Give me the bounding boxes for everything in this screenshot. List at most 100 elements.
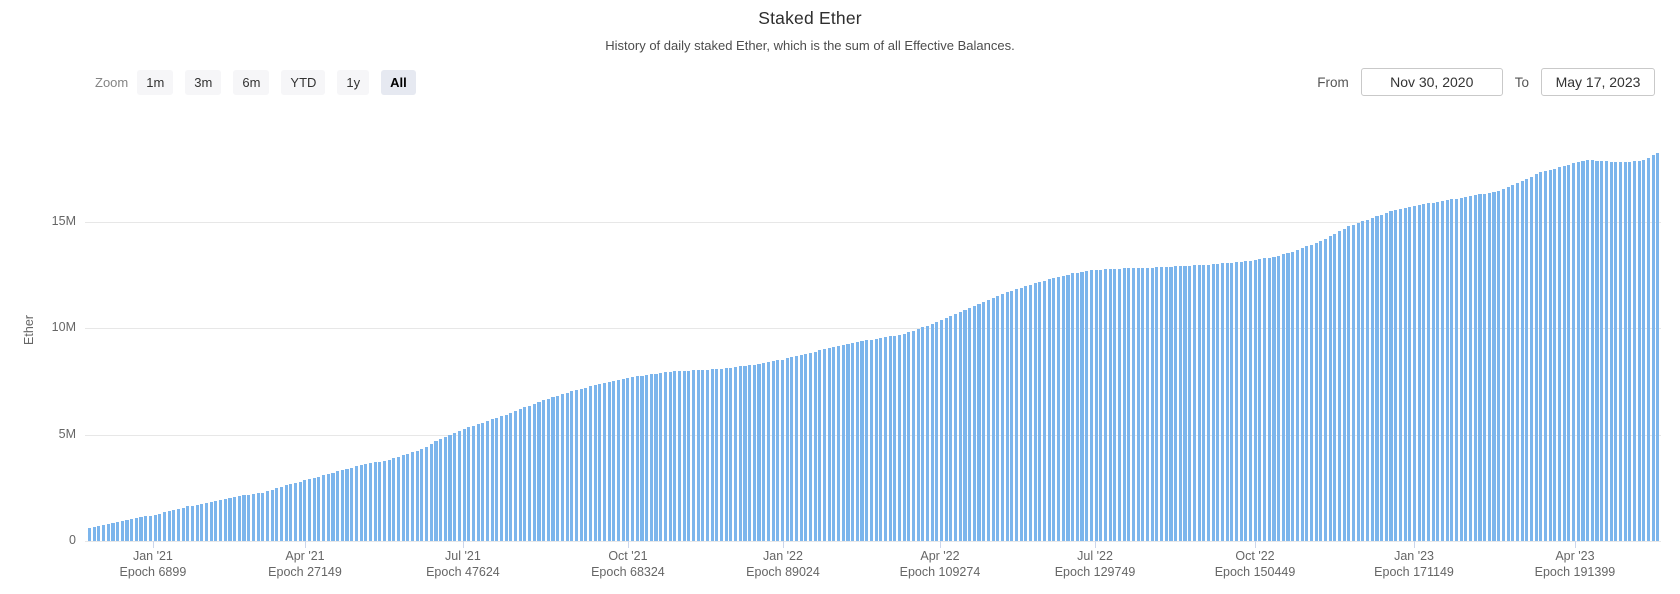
- bar[interactable]: [457, 431, 461, 541]
- bar[interactable]: [1103, 269, 1107, 541]
- bar[interactable]: [940, 319, 944, 541]
- bar[interactable]: [1375, 216, 1379, 541]
- bar[interactable]: [495, 417, 499, 541]
- bar[interactable]: [289, 484, 293, 541]
- bar[interactable]: [748, 365, 752, 541]
- bar[interactable]: [1450, 199, 1454, 541]
- bar[interactable]: [565, 392, 569, 541]
- bar[interactable]: [303, 480, 307, 541]
- bar[interactable]: [691, 370, 695, 541]
- bar[interactable]: [233, 497, 237, 541]
- bar[interactable]: [1014, 289, 1019, 541]
- bar[interactable]: [1342, 228, 1346, 541]
- bar[interactable]: [1028, 284, 1033, 541]
- bar[interactable]: [88, 528, 92, 541]
- bar[interactable]: [621, 378, 625, 541]
- bar[interactable]: [284, 485, 288, 541]
- bar[interactable]: [1455, 198, 1459, 541]
- bar[interactable]: [439, 438, 443, 541]
- bar[interactable]: [1534, 174, 1538, 541]
- bar[interactable]: [930, 323, 934, 541]
- bar[interactable]: [1258, 259, 1262, 541]
- bar[interactable]: [429, 443, 433, 541]
- bar[interactable]: [1543, 171, 1548, 541]
- bar[interactable]: [869, 339, 873, 541]
- bar[interactable]: [1272, 256, 1276, 541]
- bar[interactable]: [279, 486, 284, 541]
- bar[interactable]: [350, 467, 354, 541]
- bar[interactable]: [111, 523, 115, 541]
- bar[interactable]: [1249, 260, 1253, 541]
- bar[interactable]: [251, 494, 255, 541]
- bar[interactable]: [275, 488, 279, 541]
- bar[interactable]: [1146, 267, 1150, 541]
- bar[interactable]: [1497, 190, 1501, 541]
- bar[interactable]: [1394, 209, 1398, 541]
- bar[interactable]: [1590, 160, 1594, 541]
- bar[interactable]: [1347, 226, 1351, 541]
- bar[interactable]: [1618, 162, 1622, 541]
- bar[interactable]: [308, 479, 312, 541]
- bar[interactable]: [396, 456, 401, 541]
- bar[interactable]: [790, 357, 794, 541]
- bar[interactable]: [97, 526, 101, 541]
- bar[interactable]: [916, 329, 920, 541]
- bar[interactable]: [359, 465, 363, 541]
- bar[interactable]: [406, 453, 410, 541]
- bar[interactable]: [1558, 167, 1562, 541]
- bar[interactable]: [649, 374, 653, 541]
- bar[interactable]: [720, 368, 724, 541]
- bar[interactable]: [1539, 172, 1543, 541]
- bar[interactable]: [387, 459, 391, 541]
- bar[interactable]: [518, 409, 522, 541]
- bar[interactable]: [1197, 265, 1201, 541]
- bar[interactable]: [996, 295, 1000, 541]
- bar[interactable]: [729, 367, 733, 541]
- bar[interactable]: [602, 383, 607, 541]
- bar[interactable]: [860, 341, 864, 541]
- bar[interactable]: [1005, 292, 1009, 541]
- bar[interactable]: [1651, 155, 1655, 541]
- bar[interactable]: [743, 365, 747, 541]
- bar[interactable]: [794, 356, 798, 541]
- bar[interactable]: [125, 520, 129, 541]
- bar[interactable]: [1525, 178, 1529, 541]
- bar[interactable]: [139, 517, 143, 541]
- bar[interactable]: [612, 381, 616, 541]
- bar[interactable]: [1572, 163, 1576, 541]
- bar[interactable]: [485, 420, 490, 541]
- bar[interactable]: [855, 342, 859, 541]
- bar[interactable]: [1206, 264, 1210, 541]
- bar[interactable]: [1234, 262, 1239, 541]
- bar[interactable]: [200, 503, 204, 541]
- bar[interactable]: [911, 330, 916, 541]
- bar[interactable]: [167, 511, 171, 541]
- bar[interactable]: [247, 494, 251, 541]
- bar[interactable]: [420, 449, 424, 541]
- bar[interactable]: [593, 385, 597, 541]
- bar[interactable]: [1108, 269, 1112, 541]
- bar[interactable]: [813, 351, 817, 541]
- bar[interactable]: [116, 522, 120, 541]
- bar[interactable]: [411, 452, 415, 541]
- bar[interactable]: [626, 377, 630, 541]
- bar[interactable]: [176, 508, 181, 541]
- bar[interactable]: [1408, 206, 1412, 541]
- bar[interactable]: [1089, 270, 1093, 541]
- bar[interactable]: [645, 374, 649, 541]
- bar[interactable]: [1459, 197, 1463, 541]
- bar[interactable]: [780, 359, 784, 541]
- bar[interactable]: [1422, 204, 1426, 541]
- bar[interactable]: [696, 370, 700, 541]
- bar[interactable]: [1656, 152, 1660, 541]
- bar[interactable]: [925, 325, 930, 541]
- bar[interactable]: [560, 394, 564, 541]
- bar[interactable]: [223, 498, 227, 541]
- bar[interactable]: [1057, 277, 1061, 541]
- bar[interactable]: [401, 455, 405, 541]
- bar[interactable]: [1085, 271, 1089, 541]
- bar[interactable]: [326, 473, 330, 541]
- bar[interactable]: [340, 469, 344, 541]
- bar[interactable]: [659, 372, 663, 541]
- bar[interactable]: [888, 336, 892, 541]
